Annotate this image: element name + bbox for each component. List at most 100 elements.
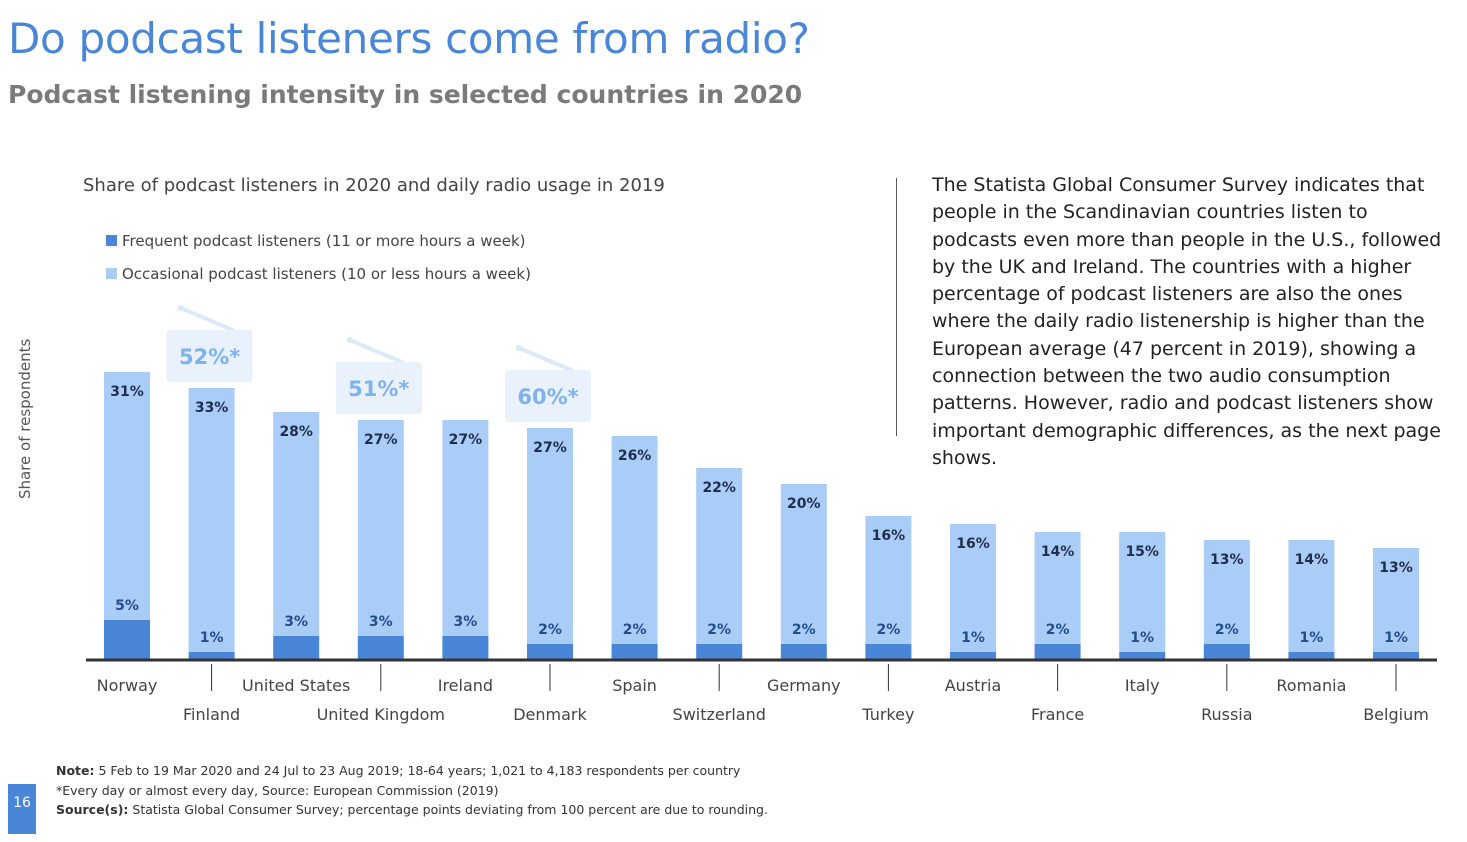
data-label-occasional-germany: 20% — [787, 496, 821, 512]
bar-frequent-spain — [611, 644, 658, 660]
annotation-radio-united-kingdom: 51%* — [348, 377, 409, 401]
data-label-frequent-ireland: 3% — [454, 614, 478, 630]
note-text: 5 Feb to 19 Mar 2020 and 24 Jul to 23 Au… — [94, 763, 741, 778]
source-text: Statista Global Consumer Survey; percent… — [128, 802, 768, 817]
data-label-occasional-denmark: 27% — [533, 440, 567, 456]
data-label-occasional-russia: 13% — [1210, 552, 1244, 568]
x-tick-label-finland: Finland — [183, 705, 240, 724]
annotation-antenna-finland — [178, 306, 235, 332]
bar-frequent-united-states — [273, 636, 320, 660]
bar-frequent-france — [1034, 644, 1081, 660]
x-tick-label-norway: Norway — [97, 676, 158, 695]
annotation-antenna-tip-finland — [177, 305, 184, 311]
bar-frequent-turkey — [865, 644, 912, 660]
data-label-frequent-spain: 2% — [623, 622, 647, 638]
footer-source: Source(s): Statista Global Consumer Surv… — [56, 800, 768, 820]
data-label-occasional-finland: 33% — [195, 400, 229, 416]
bar-occasional-romania — [1288, 540, 1335, 652]
data-label-occasional-france: 14% — [1041, 544, 1075, 560]
data-label-occasional-united-states: 28% — [279, 424, 313, 440]
bar-frequent-united-kingdom — [357, 636, 404, 660]
bar-occasional-norway — [104, 372, 150, 620]
footer-notes: Note: 5 Feb to 19 Mar 2020 and 24 Jul to… — [56, 761, 768, 820]
bar-frequent-norway — [104, 620, 150, 660]
chart-legend: Frequent podcast listeners (11 or more h… — [106, 224, 531, 290]
data-label-frequent-denmark: 2% — [538, 622, 562, 638]
note-label: Note: — [56, 763, 95, 778]
bar-frequent-ireland — [442, 636, 489, 660]
data-label-frequent-united-states: 3% — [284, 614, 308, 630]
x-tick-label-united-states: United States — [242, 676, 350, 695]
annotation-box-finland — [166, 330, 253, 382]
bar-occasional-italy — [1119, 532, 1166, 652]
bar-occasional-turkey — [865, 516, 912, 644]
x-tick-label-ireland: Ireland — [438, 676, 493, 695]
x-tick-label-turkey: Turkey — [861, 705, 914, 724]
data-label-frequent-russia: 2% — [1215, 622, 1239, 638]
x-tick-label-denmark: Denmark — [513, 705, 587, 724]
annotation-antenna-denmark — [517, 346, 573, 372]
annotation-antenna-united-kingdom — [347, 338, 404, 364]
data-label-frequent-finland: 1% — [200, 630, 224, 646]
bar-occasional-switzerland — [696, 468, 743, 644]
data-label-frequent-switzerland: 2% — [707, 622, 731, 638]
annotation-antenna-tip-united-kingdom — [346, 337, 353, 343]
data-label-frequent-germany: 2% — [792, 622, 816, 638]
data-label-frequent-italy: 1% — [1130, 630, 1154, 646]
legend-swatch-frequent — [106, 235, 117, 246]
data-label-frequent-norway: 5% — [115, 598, 139, 614]
bar-occasional-russia — [1203, 540, 1250, 644]
chart-title: Share of podcast listeners in 2020 and d… — [83, 175, 665, 196]
data-label-frequent-france: 2% — [1046, 622, 1070, 638]
bar-occasional-denmark — [527, 428, 573, 644]
x-tick-label-united-kingdom: United Kingdom — [317, 705, 445, 724]
bar-frequent-italy — [1119, 652, 1166, 660]
legend-label-frequent: Frequent podcast listeners (11 or more h… — [122, 231, 526, 250]
annotation-radio-finland: 52%* — [179, 345, 240, 369]
data-label-occasional-switzerland: 22% — [702, 480, 736, 496]
bar-frequent-germany — [780, 644, 827, 660]
page-number: 16 — [8, 784, 36, 834]
x-tick-label-france: France — [1031, 705, 1084, 724]
bar-occasional-france — [1034, 532, 1081, 644]
x-tick-label-romania: Romania — [1276, 676, 1346, 695]
source-label: Source(s): — [56, 802, 129, 817]
page-title: Do podcast listeners come from radio? — [8, 14, 810, 63]
data-label-frequent-belgium: 1% — [1384, 630, 1408, 646]
data-label-occasional-norway: 31% — [110, 384, 144, 400]
bar-occasional-germany — [780, 484, 827, 644]
x-tick-label-switzerland: Switzerland — [673, 705, 766, 724]
bar-frequent-romania — [1288, 652, 1335, 660]
x-tick-label-spain: Spain — [612, 676, 657, 695]
data-label-occasional-spain: 26% — [618, 448, 652, 464]
bar-occasional-united-kingdom — [357, 420, 404, 636]
bar-occasional-united-states — [273, 412, 320, 636]
bar-frequent-switzerland — [696, 644, 743, 660]
annotation-box-denmark — [505, 370, 591, 422]
data-label-occasional-austria: 16% — [956, 536, 990, 552]
bar-occasional-ireland — [442, 420, 489, 636]
bar-occasional-finland — [188, 388, 235, 652]
x-tick-label-belgium: Belgium — [1363, 705, 1429, 724]
bar-occasional-spain — [611, 436, 658, 644]
bar-occasional-austria — [950, 524, 996, 652]
description-text: The Statista Global Consumer Survey indi… — [932, 174, 1442, 469]
data-label-occasional-romania: 14% — [1295, 552, 1329, 568]
vertical-divider — [896, 178, 897, 436]
bar-frequent-finland — [188, 652, 235, 660]
data-label-occasional-italy: 15% — [1125, 544, 1159, 560]
data-label-frequent-turkey: 2% — [877, 622, 901, 638]
footer-asterisk-note: *Every day or almost every day, Source: … — [56, 782, 499, 798]
data-label-frequent-united-kingdom: 3% — [369, 614, 393, 630]
data-label-occasional-ireland: 27% — [449, 432, 483, 448]
legend-item-occasional: Occasional podcast listeners (10 or less… — [106, 257, 531, 290]
annotation-radio-denmark: 60%* — [517, 385, 578, 409]
legend-swatch-occasional — [106, 268, 117, 279]
annotation-antenna-tip-denmark — [516, 345, 522, 351]
bar-occasional-belgium — [1373, 548, 1419, 652]
x-tick-label-russia: Russia — [1201, 705, 1252, 724]
bar-frequent-austria — [950, 652, 996, 660]
legend-label-occasional: Occasional podcast listeners (10 or less… — [122, 264, 531, 283]
data-label-frequent-romania: 1% — [1300, 630, 1324, 646]
